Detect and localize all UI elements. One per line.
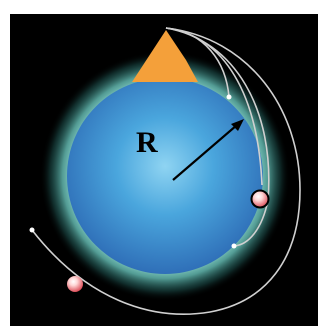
mountain [132, 30, 198, 82]
trajectory-end-marker [29, 227, 35, 233]
trajectory-end-marker [226, 94, 232, 100]
radius-label: R [136, 126, 158, 159]
projectile-ball [250, 189, 270, 209]
trajectory-group [31, 27, 301, 315]
radius-arrow [172, 119, 244, 181]
trajectory-path-4 [31, 27, 301, 315]
planet [67, 78, 263, 274]
trajectory-end-marker [231, 243, 237, 249]
trajectory-path-3 [165, 27, 270, 247]
projectile-ball [67, 276, 83, 292]
